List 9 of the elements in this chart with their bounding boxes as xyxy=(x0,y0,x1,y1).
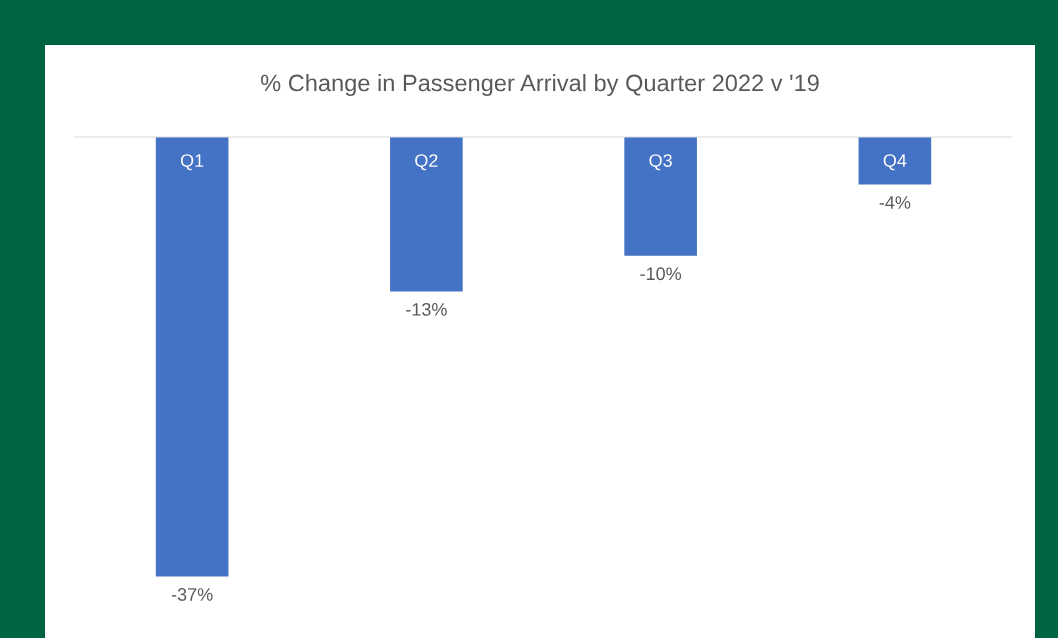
data-label: -37% xyxy=(171,588,213,601)
chart-title: % Change in Passenger Arrival by Quarter 2022 v '19 xyxy=(261,74,819,97)
x-tick-label: Q3 xyxy=(649,154,672,171)
data-label: -13% xyxy=(406,303,447,316)
data-label: -4% xyxy=(879,196,911,209)
x-tick-label: Q1 xyxy=(180,154,204,171)
x-tick-label: Q2 xyxy=(415,154,438,171)
data-label: -10% xyxy=(640,267,682,281)
x-tick-label: Q4 xyxy=(883,154,907,171)
